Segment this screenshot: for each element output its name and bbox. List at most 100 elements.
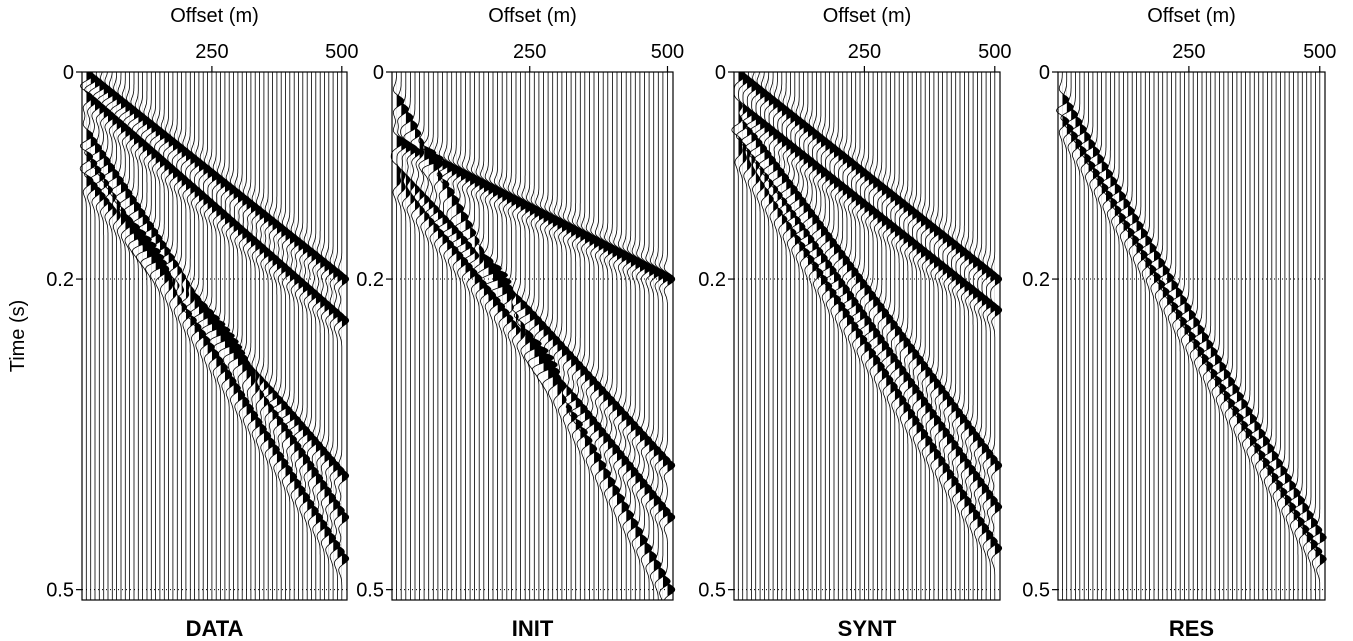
trace-fill xyxy=(311,72,319,600)
x-axis-label: Offset (m) xyxy=(1147,5,1236,27)
trace-fill xyxy=(1293,72,1301,600)
trace xyxy=(1300,72,1314,600)
trace-fill xyxy=(566,72,574,600)
trace xyxy=(536,72,558,600)
trace-fill xyxy=(493,183,508,308)
trace xyxy=(876,72,890,600)
trace xyxy=(167,72,181,600)
x-tick-label: 500 xyxy=(978,41,1011,63)
trace xyxy=(1121,72,1135,600)
trace xyxy=(578,72,593,600)
trace-fill xyxy=(502,72,513,600)
trace-fill xyxy=(146,72,161,600)
trace xyxy=(748,71,764,600)
trace xyxy=(757,71,772,600)
trace xyxy=(507,72,520,600)
y-tick-label: 0.5 xyxy=(356,580,384,602)
trace xyxy=(325,72,337,600)
trace-fill xyxy=(644,72,652,600)
trace-fill xyxy=(829,72,837,600)
trace xyxy=(105,71,120,600)
trace-fill xyxy=(894,192,902,401)
trace xyxy=(463,72,478,600)
trace xyxy=(573,72,589,600)
trace xyxy=(986,72,998,600)
trace-fill xyxy=(803,120,811,259)
trace-fill xyxy=(639,258,648,547)
trace-fill xyxy=(107,85,115,600)
trace-fill xyxy=(250,72,258,600)
trace-fill xyxy=(538,207,554,365)
trace xyxy=(645,72,657,600)
trace xyxy=(180,72,194,600)
trace-fill xyxy=(483,179,494,297)
trace xyxy=(1169,72,1183,600)
trace-fill xyxy=(506,72,515,600)
trace xyxy=(1200,72,1214,600)
trace-fill xyxy=(181,72,189,600)
trace-fill xyxy=(968,72,976,600)
trace xyxy=(410,72,422,600)
y-axis-label: Time (s) xyxy=(7,300,29,373)
trace xyxy=(232,72,249,600)
trace xyxy=(1069,72,1083,600)
trace xyxy=(827,72,842,600)
trace-fill xyxy=(324,72,332,600)
trace-fill xyxy=(1066,72,1074,600)
trace xyxy=(204,72,226,600)
trace xyxy=(251,72,263,600)
trace xyxy=(133,72,157,600)
trace xyxy=(255,72,267,600)
trace xyxy=(731,71,746,600)
trace xyxy=(1143,72,1157,600)
trace-fill xyxy=(571,72,579,600)
trace-fill xyxy=(456,72,464,600)
trace xyxy=(1182,72,1196,600)
trace-fill xyxy=(603,239,611,481)
trace xyxy=(129,72,152,600)
trace xyxy=(222,72,243,600)
trace xyxy=(242,72,254,600)
trace xyxy=(487,72,512,600)
trace xyxy=(853,72,868,600)
trace xyxy=(396,72,409,600)
trace xyxy=(453,72,469,600)
trace xyxy=(823,72,838,600)
trace xyxy=(1217,72,1231,600)
trace xyxy=(1130,72,1144,600)
trace xyxy=(118,72,134,600)
trace xyxy=(513,72,529,600)
trace xyxy=(287,72,302,600)
trace xyxy=(1138,72,1153,600)
trace xyxy=(604,72,616,600)
trace xyxy=(1269,72,1284,600)
trace-fill xyxy=(155,123,167,271)
trace xyxy=(449,72,465,600)
trace-fill xyxy=(263,72,271,600)
y-tick-label: 0 xyxy=(63,62,74,84)
trace-fill xyxy=(886,186,894,387)
x-tick-label: 250 xyxy=(848,41,881,63)
x-tick-label: 500 xyxy=(325,41,358,63)
trace-fill xyxy=(1097,72,1104,600)
trace xyxy=(316,72,328,600)
trace xyxy=(810,72,824,600)
trace-fill xyxy=(955,72,963,600)
trace xyxy=(1256,72,1271,600)
trace xyxy=(162,72,176,600)
trace-fill xyxy=(877,179,885,374)
trace-fill xyxy=(511,72,519,600)
trace-fill xyxy=(328,72,336,600)
trace xyxy=(885,72,898,600)
trace xyxy=(1243,72,1257,600)
trace xyxy=(1103,72,1118,600)
trace xyxy=(766,72,781,600)
trace xyxy=(1291,72,1305,600)
trace xyxy=(479,72,502,600)
trace xyxy=(521,72,542,600)
trace-fill xyxy=(868,72,876,600)
trace-fill xyxy=(920,72,928,600)
trace-fill xyxy=(120,72,128,600)
trace xyxy=(1221,72,1236,600)
trace xyxy=(898,72,911,600)
